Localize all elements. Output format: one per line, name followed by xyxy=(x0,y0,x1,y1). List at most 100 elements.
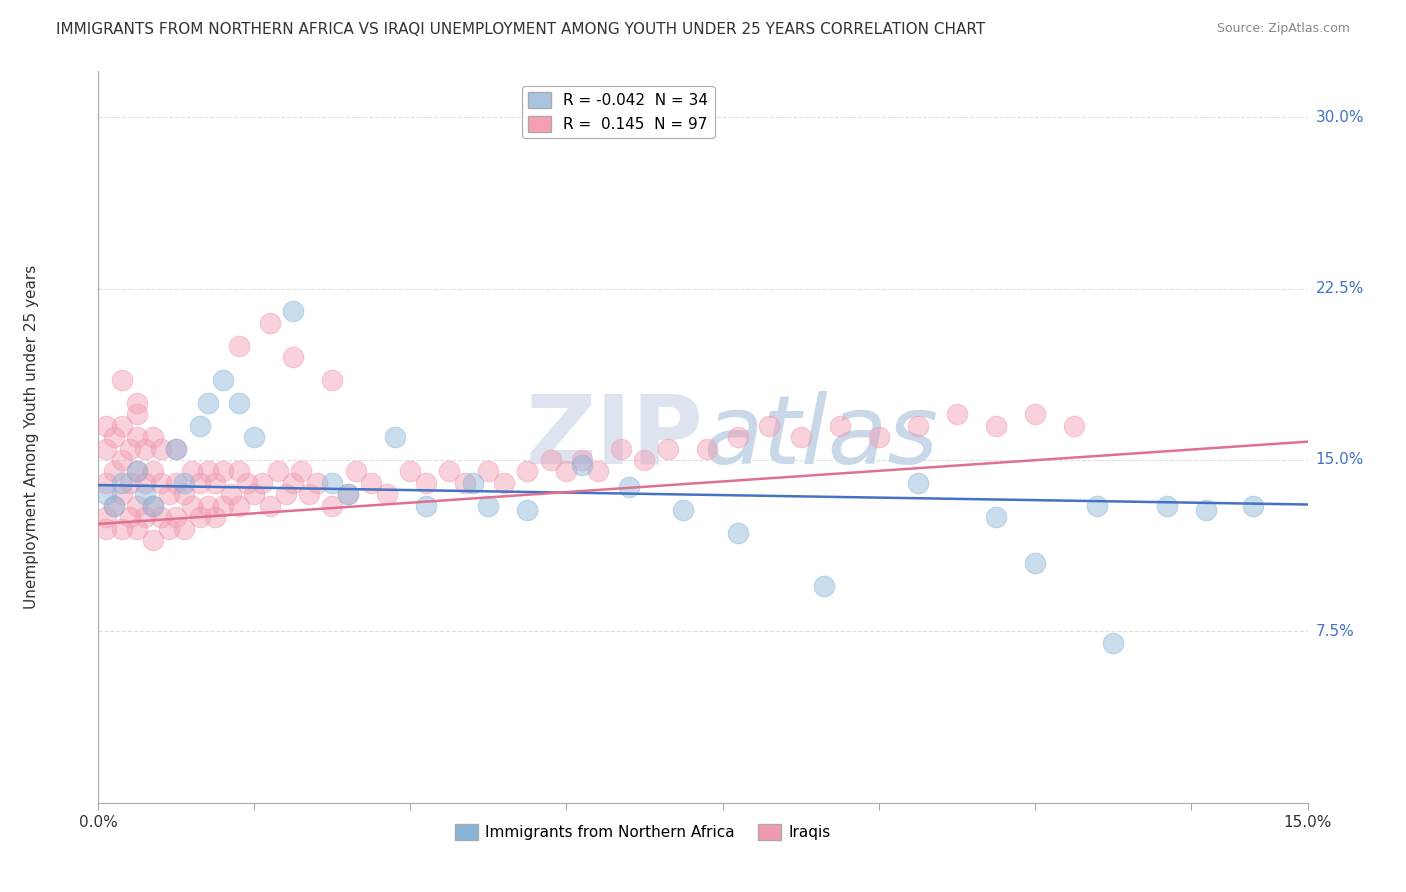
Point xyxy=(212,373,235,387)
Point xyxy=(157,521,180,535)
Point xyxy=(103,499,125,513)
Point xyxy=(828,418,851,433)
Text: 22.5%: 22.5% xyxy=(1316,281,1364,296)
Point xyxy=(134,442,156,456)
Point xyxy=(197,396,219,410)
Point xyxy=(868,430,890,444)
Point xyxy=(1101,636,1123,650)
Point xyxy=(477,499,499,513)
Point xyxy=(142,533,165,547)
Point xyxy=(337,487,360,501)
Point xyxy=(127,464,149,478)
Point xyxy=(127,521,149,535)
Point xyxy=(540,453,562,467)
Point xyxy=(789,430,811,444)
Point xyxy=(337,487,360,501)
Point xyxy=(399,464,422,478)
Point xyxy=(516,503,538,517)
Point xyxy=(111,475,134,490)
Point xyxy=(321,475,343,490)
Point xyxy=(1024,407,1046,421)
Point xyxy=(103,499,125,513)
Point xyxy=(727,430,749,444)
Point xyxy=(134,487,156,501)
Point xyxy=(142,464,165,478)
Text: ZIP: ZIP xyxy=(524,391,703,483)
Point xyxy=(384,430,406,444)
Point xyxy=(212,464,235,478)
Point xyxy=(494,475,516,490)
Point xyxy=(212,499,235,513)
Point xyxy=(454,475,477,490)
Point xyxy=(188,475,211,490)
Point xyxy=(984,510,1007,524)
Point xyxy=(283,304,305,318)
Point xyxy=(188,418,211,433)
Point xyxy=(1024,556,1046,570)
Point xyxy=(219,487,242,501)
Point xyxy=(571,453,593,467)
Point xyxy=(228,499,250,513)
Point xyxy=(149,475,172,490)
Text: Source: ZipAtlas.com: Source: ZipAtlas.com xyxy=(1216,22,1350,36)
Point xyxy=(415,475,437,490)
Point xyxy=(907,475,929,490)
Point xyxy=(1195,503,1218,517)
Point xyxy=(758,418,780,433)
Point xyxy=(274,487,297,501)
Point xyxy=(111,521,134,535)
Point xyxy=(127,499,149,513)
Point xyxy=(375,487,398,501)
Text: 30.0%: 30.0% xyxy=(1316,110,1364,125)
Point xyxy=(290,464,312,478)
Point xyxy=(1241,499,1264,513)
Point xyxy=(118,475,141,490)
Point xyxy=(477,464,499,478)
Point xyxy=(157,487,180,501)
Point xyxy=(96,475,118,490)
Point xyxy=(461,475,484,490)
Point xyxy=(127,464,149,478)
Point xyxy=(1063,418,1085,433)
Point xyxy=(181,464,204,478)
Text: 15.0%: 15.0% xyxy=(1316,452,1364,467)
Point xyxy=(633,453,655,467)
Point xyxy=(111,487,134,501)
Point xyxy=(142,499,165,513)
Point xyxy=(165,442,187,456)
Point xyxy=(134,475,156,490)
Point xyxy=(204,510,226,524)
Point xyxy=(111,418,134,433)
Point xyxy=(96,487,118,501)
Point xyxy=(111,453,134,467)
Point xyxy=(173,487,195,501)
Point xyxy=(181,499,204,513)
Point xyxy=(96,442,118,456)
Point xyxy=(235,475,257,490)
Point xyxy=(696,442,718,456)
Text: atlas: atlas xyxy=(703,391,938,483)
Point xyxy=(118,442,141,456)
Point xyxy=(243,430,266,444)
Point xyxy=(555,464,578,478)
Point xyxy=(610,442,633,456)
Point xyxy=(103,464,125,478)
Point xyxy=(617,480,640,494)
Point xyxy=(813,579,835,593)
Point xyxy=(259,316,281,330)
Point xyxy=(439,464,461,478)
Point xyxy=(127,407,149,421)
Point xyxy=(149,510,172,524)
Point xyxy=(173,521,195,535)
Point xyxy=(267,464,290,478)
Point xyxy=(228,338,250,352)
Point xyxy=(727,526,749,541)
Point xyxy=(586,464,609,478)
Point xyxy=(165,475,187,490)
Point xyxy=(228,396,250,410)
Point xyxy=(118,510,141,524)
Point xyxy=(96,510,118,524)
Point xyxy=(165,442,187,456)
Point xyxy=(259,499,281,513)
Point xyxy=(149,442,172,456)
